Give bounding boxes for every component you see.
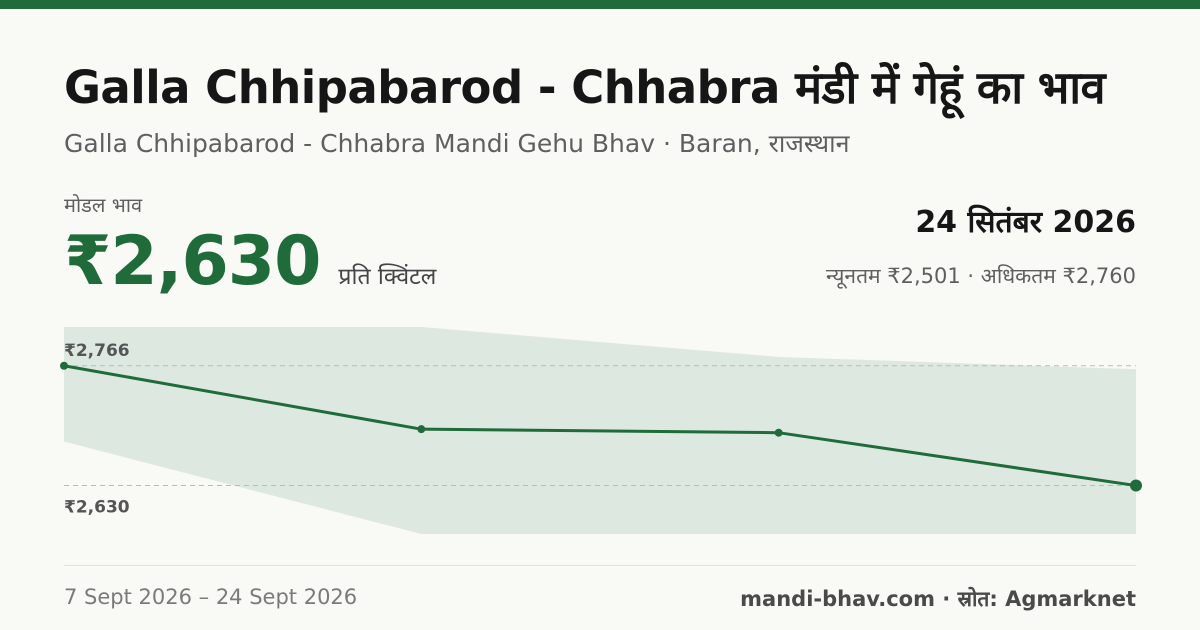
model-price-label: मोडल भाव <box>64 193 143 217</box>
data-points <box>60 361 1142 492</box>
price-unit: प्रति क्विंटल <box>338 264 437 290</box>
footer-date-range: 7 Sept 2026 – 24 Sept 2026 <box>64 585 358 609</box>
page-title: Galla Chhipabarod - Chhabra मंडी में गेह… <box>64 61 1106 114</box>
data-point <box>60 361 68 370</box>
page-subtitle: Galla Chhipabarod - Chhabra Mandi Gehu B… <box>64 129 850 158</box>
min-max-range: न्यूनतम ₹2,501 · अधिकतम ₹2,760 <box>826 264 1136 288</box>
top-accent-bar <box>0 0 1200 9</box>
reference-lines: ₹2,766 ₹2,630 <box>64 341 1136 518</box>
price-date: 24 सितंबर 2026 <box>915 205 1136 240</box>
series-line <box>63 364 1137 488</box>
reference-label: ₹2,766 <box>64 341 130 361</box>
data-point <box>774 428 783 437</box>
min-max-band <box>64 327 1136 534</box>
model-price-value: ₹2,630 <box>64 222 321 301</box>
latest-data-point <box>1130 479 1142 492</box>
price-row: ₹2,630 प्रति क्विंटल <box>64 222 436 301</box>
footer-divider <box>64 565 1136 566</box>
reference-label: ₹2,630 <box>64 498 130 518</box>
data-point <box>417 425 426 434</box>
footer-source: mandi-bhav.com · स्रोत: Agmarknet <box>740 587 1136 611</box>
